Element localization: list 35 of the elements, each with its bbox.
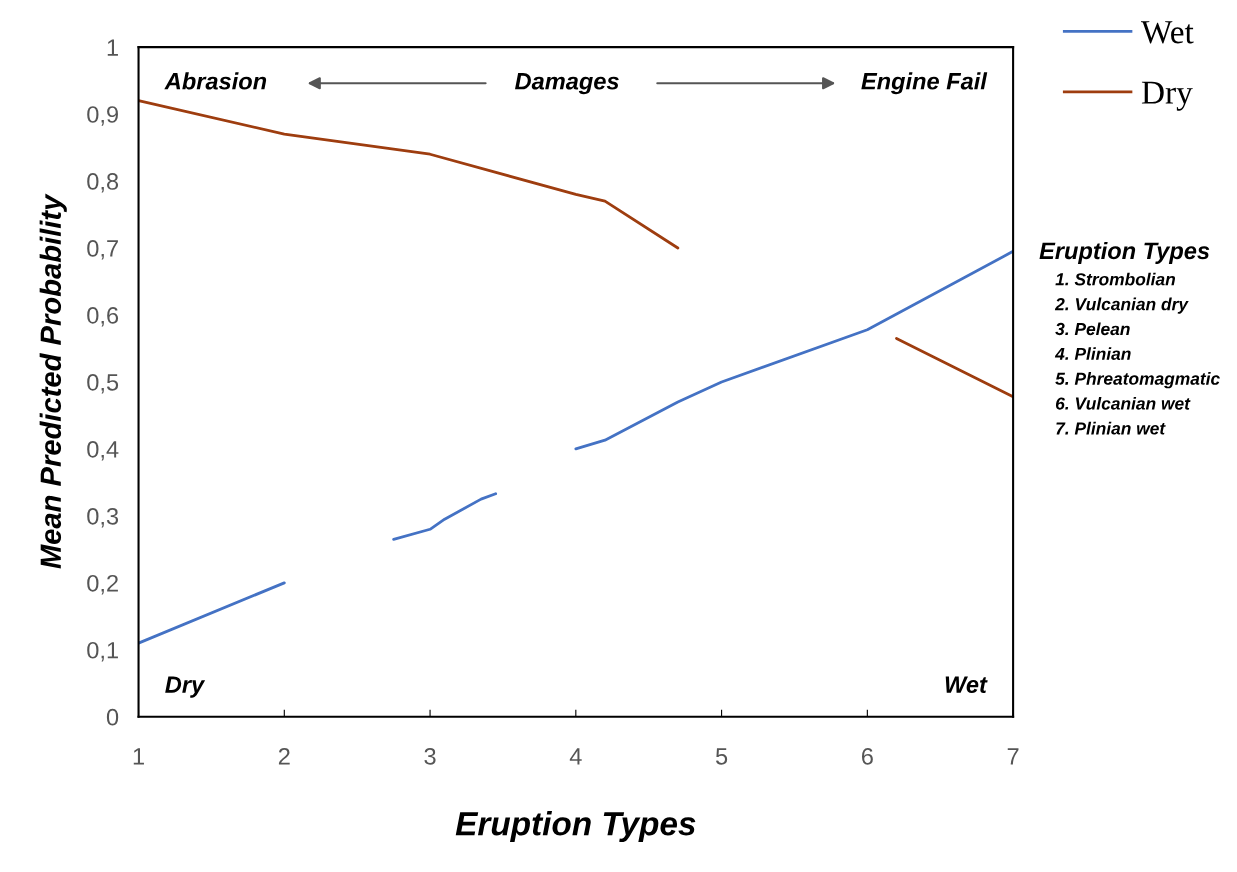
y-axis-title: Mean Predicted Probability (39, 193, 67, 569)
y-tick-label: 0,2 (87, 574, 118, 595)
x-axis-title: Eruption Types (455, 811, 696, 843)
y-tick-label: 0,5 (87, 374, 119, 394)
y-tick-label: 0,1 (87, 641, 118, 662)
text: Eruption Types (1039, 241, 1210, 264)
x-tick-label: 5 (715, 748, 728, 765)
y-tick-label: 0,7 (87, 240, 118, 260)
text: 1. Strombolian (1055, 272, 1176, 286)
y-tick-label: 0 (106, 708, 119, 726)
y-tick-label: 1 (107, 39, 118, 56)
y-tick-label: 0,8 (87, 173, 119, 193)
text: 3. Pelean (1055, 322, 1130, 336)
x-tick-label: 7 (1007, 748, 1019, 765)
y-tick-label: 0,9 (87, 106, 118, 126)
legend-label: Wet (1141, 21, 1194, 44)
y-tick-label: 0,6 (87, 307, 119, 327)
annotation: Wet (945, 676, 988, 693)
x-tick-label: 2 (278, 747, 290, 765)
x-tick-label: 6 (861, 747, 873, 765)
annotation: Dry (165, 676, 206, 698)
annotation: Engine Fail (861, 72, 988, 95)
text: 5. Phreatomagmatic (1055, 372, 1220, 389)
text: 4. Plinian (1054, 347, 1131, 360)
text: 6. Vulcanian wet (1055, 396, 1191, 410)
x-tick-label: 3 (424, 747, 436, 765)
x-tick-label: 4 (569, 748, 582, 765)
text: 7. Plinian wet (1056, 421, 1166, 435)
annotation: Damages (515, 73, 619, 95)
legend-label: Dry (1141, 81, 1193, 111)
y-tick-label: 0,4 (87, 440, 119, 461)
annotation: Abrasion (164, 72, 267, 90)
text: 2. Vulcanian dry (1054, 297, 1189, 314)
y-tick-label: 0,3 (87, 507, 119, 528)
x-tick-label: 1 (133, 748, 144, 765)
